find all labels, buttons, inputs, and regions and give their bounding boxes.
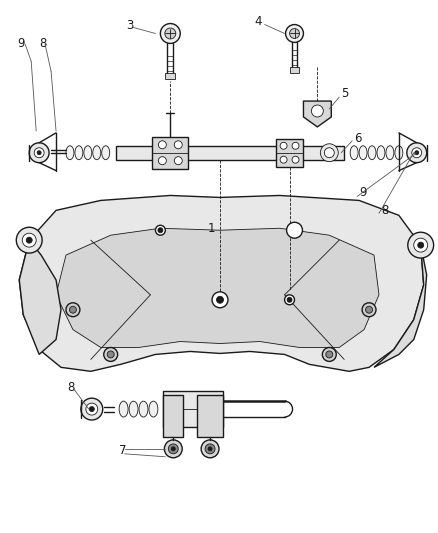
Bar: [290, 67, 300, 73]
Circle shape: [215, 295, 225, 305]
Circle shape: [66, 303, 80, 317]
Text: 9: 9: [359, 186, 367, 199]
Ellipse shape: [320, 144, 338, 161]
Circle shape: [107, 351, 114, 358]
Ellipse shape: [93, 146, 101, 160]
Ellipse shape: [324, 148, 334, 158]
Polygon shape: [152, 137, 188, 168]
Circle shape: [159, 141, 166, 149]
Circle shape: [205, 444, 215, 454]
Text: 3: 3: [127, 19, 134, 32]
Circle shape: [218, 297, 223, 302]
Circle shape: [286, 25, 304, 43]
Circle shape: [164, 440, 182, 458]
Circle shape: [290, 225, 300, 235]
Circle shape: [104, 348, 118, 361]
Polygon shape: [276, 139, 304, 167]
Circle shape: [208, 447, 212, 451]
Circle shape: [415, 151, 419, 155]
Circle shape: [292, 156, 299, 163]
Polygon shape: [19, 196, 424, 372]
Circle shape: [168, 444, 178, 454]
Circle shape: [408, 232, 434, 258]
Ellipse shape: [386, 146, 394, 160]
Text: 6: 6: [354, 132, 362, 146]
Circle shape: [165, 28, 176, 39]
Polygon shape: [56, 228, 379, 348]
Circle shape: [287, 297, 292, 302]
Circle shape: [159, 157, 166, 165]
Circle shape: [160, 23, 180, 43]
Circle shape: [174, 141, 182, 149]
Circle shape: [414, 238, 427, 252]
Ellipse shape: [395, 146, 403, 160]
Circle shape: [326, 351, 333, 358]
Circle shape: [286, 222, 303, 238]
Ellipse shape: [368, 146, 376, 160]
Circle shape: [201, 440, 219, 458]
Circle shape: [292, 228, 297, 233]
Ellipse shape: [119, 401, 128, 417]
Circle shape: [407, 143, 427, 163]
Circle shape: [81, 398, 103, 420]
Circle shape: [158, 228, 163, 233]
Circle shape: [412, 148, 422, 158]
Circle shape: [86, 403, 98, 415]
Text: 9: 9: [17, 37, 25, 50]
Text: 4: 4: [255, 15, 262, 28]
Circle shape: [362, 303, 376, 317]
Text: 7: 7: [119, 445, 126, 457]
Polygon shape: [197, 395, 223, 437]
Circle shape: [366, 306, 373, 313]
Ellipse shape: [359, 146, 367, 160]
Circle shape: [285, 295, 294, 305]
Ellipse shape: [129, 401, 138, 417]
Text: 1: 1: [208, 222, 215, 235]
Ellipse shape: [350, 146, 358, 160]
Ellipse shape: [84, 146, 92, 160]
Circle shape: [290, 29, 300, 38]
Circle shape: [34, 148, 44, 158]
Circle shape: [216, 296, 223, 303]
Polygon shape: [19, 240, 61, 354]
Circle shape: [174, 157, 182, 165]
Ellipse shape: [311, 105, 323, 117]
Ellipse shape: [75, 146, 83, 160]
Circle shape: [22, 233, 36, 247]
Text: 8: 8: [381, 204, 389, 217]
Polygon shape: [116, 146, 344, 160]
Polygon shape: [374, 245, 427, 367]
Text: 5: 5: [341, 86, 349, 100]
Circle shape: [418, 242, 424, 248]
Circle shape: [26, 237, 32, 243]
Text: 8: 8: [67, 381, 74, 394]
Circle shape: [89, 407, 94, 411]
Ellipse shape: [149, 401, 158, 417]
Text: 8: 8: [39, 37, 46, 50]
Circle shape: [322, 348, 336, 361]
Circle shape: [29, 143, 49, 163]
Circle shape: [70, 306, 76, 313]
Circle shape: [37, 151, 41, 155]
Circle shape: [16, 227, 42, 253]
Ellipse shape: [377, 146, 385, 160]
Circle shape: [212, 292, 228, 308]
Bar: [165, 73, 175, 79]
Circle shape: [171, 447, 175, 451]
Circle shape: [280, 156, 287, 163]
Ellipse shape: [139, 401, 148, 417]
Circle shape: [292, 142, 299, 149]
Ellipse shape: [102, 146, 110, 160]
Ellipse shape: [66, 146, 74, 160]
Polygon shape: [163, 395, 183, 437]
Circle shape: [155, 225, 165, 235]
Polygon shape: [163, 391, 223, 427]
Circle shape: [280, 142, 287, 149]
Polygon shape: [304, 101, 331, 127]
